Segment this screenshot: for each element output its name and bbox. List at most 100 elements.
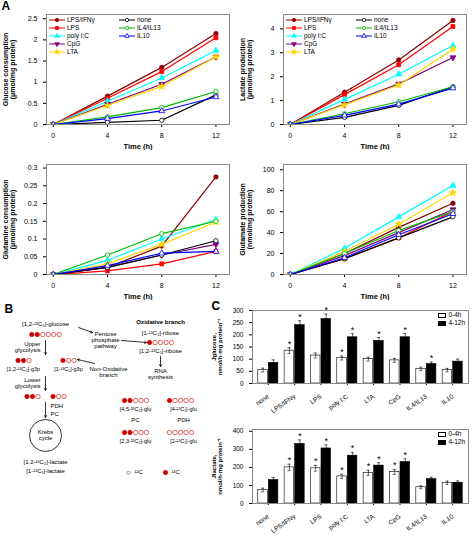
svg-text:2.5: 2.5	[28, 15, 38, 22]
svg-text:Lowerglycolysis: Lowerglycolysis	[15, 377, 41, 389]
svg-text:0: 0	[271, 121, 275, 128]
svg-text:Time (h): Time (h)	[360, 292, 390, 301]
svg-text:Time (h): Time (h)	[123, 142, 153, 151]
svg-text:[1-¹³C₁]-ribose: [1-¹³C₁]-ribose	[142, 330, 180, 336]
svg-text:0: 0	[51, 282, 55, 289]
svg-text:2: 2	[271, 73, 275, 80]
svg-text:CpG: CpG	[387, 393, 403, 407]
svg-text:20: 20	[267, 250, 275, 257]
svg-text:¹²C: ¹²C	[135, 469, 144, 475]
svg-text:*: *	[324, 305, 328, 315]
svg-text:80: 80	[267, 187, 275, 194]
svg-text:LTA: LTA	[362, 392, 376, 404]
svg-text:8: 8	[160, 132, 164, 139]
svg-text:200: 200	[233, 331, 244, 338]
svg-text:LPS: LPS	[309, 512, 324, 525]
svg-text:LTA: LTA	[362, 512, 376, 524]
svg-text:Pentosephosphatepathway: Pentosephosphatepathway	[91, 331, 120, 349]
svg-text:0.2: 0.2	[28, 200, 38, 207]
svg-text:12: 12	[212, 282, 220, 289]
svg-text:Non-Oxidativebranch: Non-Oxidativebranch	[89, 366, 128, 378]
svg-text:[4,5-¹³C₂]-glu: [4,5-¹³C₂]-glu	[120, 406, 151, 412]
svg-text:0: 0	[288, 282, 292, 289]
svg-text:0: 0	[34, 271, 38, 278]
svg-text:*: *	[393, 460, 397, 470]
svg-text:IL10: IL10	[440, 512, 455, 525]
svg-text:100: 100	[233, 482, 244, 489]
svg-text:[4-¹³C₁]-glu: [4-¹³C₁]-glu	[170, 406, 197, 412]
svg-text:Upperglycolysis: Upperglycolysis	[15, 341, 41, 353]
svg-text:100: 100	[263, 166, 275, 173]
svg-text:300: 300	[233, 307, 244, 314]
svg-text:*: *	[430, 353, 434, 363]
svg-text:0: 0	[271, 271, 275, 278]
svg-text:400: 400	[233, 427, 244, 434]
svg-text:[2-¹³C₁]-glu: [2-¹³C₁]-glu	[170, 438, 197, 444]
svg-text:8: 8	[397, 282, 401, 289]
svg-text:PDH: PDH	[177, 417, 190, 423]
svg-text:none: none	[254, 512, 270, 526]
svg-text:[1,2-¹³C₂]-glucose: [1,2-¹³C₂]-glucose	[22, 321, 70, 327]
svg-text:*: *	[314, 456, 318, 466]
svg-text:12: 12	[449, 282, 457, 289]
svg-text:1: 1	[34, 78, 38, 85]
svg-text:*: *	[298, 312, 302, 322]
svg-text:4: 4	[343, 282, 347, 289]
svg-text:Oxidative branch: Oxidative branch	[136, 319, 185, 325]
svg-text:250: 250	[233, 319, 244, 326]
svg-text:IL4/IL13: IL4/IL13	[405, 512, 429, 531]
svg-text:12: 12	[212, 132, 220, 139]
svg-text:0: 0	[240, 380, 244, 387]
svg-text:LPS/IFNγ: LPS/IFNγ	[270, 392, 298, 415]
svg-text:8: 8	[160, 282, 164, 289]
svg-text:PC: PC	[51, 411, 60, 417]
svg-text:0.1: 0.1	[28, 235, 38, 242]
svg-text:*: *	[340, 465, 344, 475]
svg-text:*: *	[288, 339, 292, 349]
svg-text:40: 40	[267, 229, 275, 236]
svg-text:3: 3	[271, 49, 275, 56]
svg-text:none: none	[254, 392, 270, 406]
svg-text:4: 4	[271, 25, 275, 32]
svg-text:*: *	[404, 450, 408, 460]
svg-text:1.5: 1.5	[28, 57, 38, 64]
svg-text:*: *	[340, 347, 344, 357]
svg-text:CpG: CpG	[387, 513, 403, 527]
svg-text:[1,2-¹³C₂]-g3p: [1,2-¹³C₂]-g3p	[7, 366, 40, 372]
svg-text:*: *	[377, 329, 381, 339]
svg-text:4: 4	[106, 282, 110, 289]
svg-text:Jglucose,nmol/h·mg protein⁻¹: Jglucose,nmol/h·mg protein⁻¹	[211, 319, 223, 376]
svg-text:IL4/IL13: IL4/IL13	[405, 392, 429, 411]
svg-text:PDH: PDH	[51, 403, 64, 409]
svg-text:0: 0	[288, 132, 292, 139]
svg-text:0: 0	[51, 132, 55, 139]
svg-text:C: C	[212, 300, 221, 313]
svg-text:0: 0	[240, 500, 244, 507]
svg-text:300: 300	[233, 445, 244, 452]
svg-text:60: 60	[267, 208, 275, 215]
svg-text:0.15: 0.15	[24, 218, 38, 225]
svg-text:50: 50	[236, 367, 244, 374]
svg-text:poly I:C: poly I:C	[327, 392, 350, 411]
svg-text:Time (h): Time (h)	[123, 292, 153, 301]
svg-text:4: 4	[343, 132, 347, 139]
svg-text:○: ○	[126, 468, 131, 477]
svg-text:Jlactate,nmol/h·mg protein⁻¹: Jlactate,nmol/h·mg protein⁻¹	[211, 438, 223, 495]
svg-text:IL10: IL10	[440, 392, 455, 405]
svg-text:*: *	[298, 431, 302, 441]
svg-text:*: *	[324, 436, 328, 446]
svg-text:LPS/IFNγ: LPS/IFNγ	[270, 512, 298, 535]
svg-text:Glucose consumption(μmol/mg pr: Glucose consumption(μmol/mg protein)	[2, 33, 17, 107]
svg-text:B: B	[5, 302, 14, 316]
svg-text:Glutamine consumption(μmol/mg: Glutamine consumption(μmol/mg protein)	[2, 179, 17, 259]
svg-text:1: 1	[271, 97, 275, 104]
svg-text:*: *	[404, 325, 408, 335]
svg-text:Glutamate production(nmol/mg p: Glutamate production(nmol/mg protein)	[239, 183, 254, 256]
svg-text:*: *	[367, 461, 371, 471]
svg-text:4: 4	[106, 132, 110, 139]
svg-text:LPS: LPS	[309, 392, 324, 405]
svg-text:0.05: 0.05	[24, 253, 38, 260]
svg-text:*: *	[288, 455, 292, 465]
svg-text:poly I:C: poly I:C	[327, 512, 350, 531]
svg-text:200: 200	[233, 463, 244, 470]
